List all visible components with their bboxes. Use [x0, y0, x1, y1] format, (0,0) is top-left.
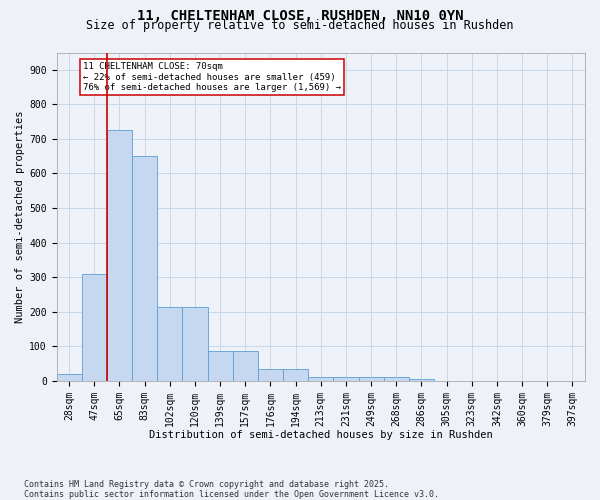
Bar — [258, 369, 283, 381]
Bar — [283, 369, 308, 381]
Bar — [208, 352, 233, 381]
Bar — [334, 376, 359, 381]
Bar — [182, 306, 208, 381]
Bar — [107, 130, 132, 381]
Bar — [157, 306, 182, 381]
Bar — [359, 378, 383, 381]
Bar — [132, 156, 157, 381]
Y-axis label: Number of semi-detached properties: Number of semi-detached properties — [15, 110, 25, 323]
Text: Size of property relative to semi-detached houses in Rushden: Size of property relative to semi-detach… — [86, 19, 514, 32]
Text: 11, CHELTENHAM CLOSE, RUSHDEN, NN10 0YN: 11, CHELTENHAM CLOSE, RUSHDEN, NN10 0YN — [137, 9, 463, 23]
Bar — [409, 379, 434, 381]
Bar — [308, 376, 334, 381]
Bar — [233, 352, 258, 381]
Bar — [56, 374, 82, 381]
Bar — [383, 378, 409, 381]
Text: 11 CHELTENHAM CLOSE: 70sqm
← 22% of semi-detached houses are smaller (459)
76% o: 11 CHELTENHAM CLOSE: 70sqm ← 22% of semi… — [83, 62, 341, 92]
Bar — [82, 274, 107, 381]
X-axis label: Distribution of semi-detached houses by size in Rushden: Distribution of semi-detached houses by … — [149, 430, 493, 440]
Text: Contains HM Land Registry data © Crown copyright and database right 2025.
Contai: Contains HM Land Registry data © Crown c… — [24, 480, 439, 499]
